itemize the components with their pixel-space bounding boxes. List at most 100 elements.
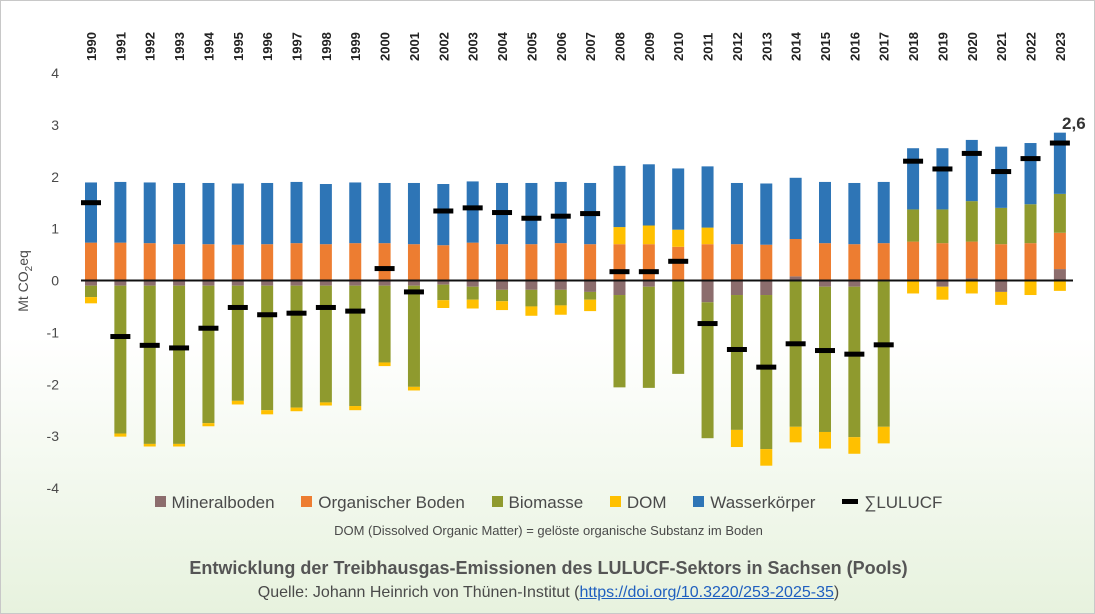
bar-organischer-boden-2022	[1024, 243, 1037, 280]
sum-marker-2005	[521, 215, 542, 221]
y-tick-label: -1	[47, 324, 60, 340]
bar-dom-1998	[319, 402, 332, 406]
bar-wasserk-rper-1990	[85, 182, 97, 243]
bar-biomasse-1998	[319, 285, 332, 403]
legend-marker-lulucf	[842, 499, 859, 505]
x-tick-label: 2009	[642, 32, 657, 61]
bar-organischer-boden-1996	[261, 244, 274, 281]
bar-dom-1992	[143, 443, 156, 447]
y-tick-label: 3	[51, 117, 59, 133]
x-tick-label: 1999	[348, 32, 363, 61]
bar-wasserk-rper-1994	[202, 182, 215, 245]
bar-mineralboden-2009	[642, 280, 655, 287]
bar-mineralboden-2000	[378, 280, 391, 286]
x-tick-label: 2014	[789, 31, 804, 61]
bar-wasserk-rper-2005	[525, 182, 538, 245]
bar-biomasse-2008	[613, 295, 626, 388]
bar-organischer-boden-1993	[173, 244, 186, 281]
sum-marker-2011	[697, 321, 718, 327]
bar-biomasse-2012	[730, 295, 743, 430]
bar-mineralboden-2013	[760, 280, 773, 296]
bar-organischer-boden-2004	[496, 244, 509, 281]
x-tick-label: 1998	[319, 32, 334, 61]
bar-wasserk-rper-2006	[554, 181, 567, 244]
sum-marker-2000	[374, 266, 395, 272]
source-suffix: )	[833, 584, 840, 601]
bar-wasserk-rper-2021	[995, 146, 1008, 208]
bar-organischer-boden-2016	[848, 244, 861, 281]
bar-dom-1997	[290, 407, 303, 412]
legend-label-lulucf: ∑LULUCF	[864, 493, 943, 512]
bar-biomasse-1993	[173, 285, 186, 444]
sum-marker-2021	[991, 169, 1012, 175]
bar-dom-2011	[701, 227, 714, 245]
bar-organischer-boden-2009	[642, 244, 655, 281]
legend-swatch-dom	[609, 496, 621, 508]
bar-organischer-boden-2002	[437, 245, 450, 281]
x-tick-label: 2003	[466, 32, 481, 61]
bar-dom-2005	[525, 306, 538, 316]
bar-mineralboden-1996	[261, 280, 274, 286]
bar-dom-2003	[466, 299, 479, 309]
x-tick-label: 2006	[554, 32, 569, 61]
bar-dom-2007	[584, 299, 597, 312]
y-tick-label: 2	[51, 169, 59, 185]
sum-marker-2022	[1020, 156, 1041, 162]
sum-marker-1999	[345, 308, 366, 314]
bar-dom-1990	[85, 297, 97, 304]
legend-label-dom: DOM	[626, 493, 667, 512]
bar-biomasse-2011	[701, 302, 714, 439]
legend-swatch-wasserkoerper	[693, 496, 705, 508]
bar-organischer-boden-2020	[965, 241, 978, 279]
sum-marker-1994	[198, 325, 219, 331]
sum-marker-1992	[139, 342, 160, 348]
bar-dom-2008	[613, 227, 626, 245]
x-tick-label: 2017	[877, 32, 892, 61]
bar-biomasse-2003	[466, 286, 479, 300]
bar-mineralboden-2020	[965, 278, 978, 281]
sum-marker-2016	[844, 351, 865, 357]
bar-organischer-boden-1999	[349, 243, 362, 281]
legend-item-wasserkoerper: Wasserkörper	[693, 493, 815, 513]
bar-organischer-boden-2013	[760, 244, 773, 281]
x-tick-label: 2012	[730, 32, 745, 61]
sum-marker-2020	[961, 150, 982, 156]
bar-biomasse-1994	[202, 285, 215, 424]
bar-wasserk-rper-2022	[1024, 143, 1037, 205]
legend-item-dom: DOM	[609, 493, 667, 513]
bar-biomasse-2005	[525, 289, 538, 307]
bar-organischer-boden-2021	[995, 244, 1008, 281]
bar-mineralboden-2021	[995, 280, 1008, 292]
x-tick-label: 2016	[847, 32, 862, 61]
bar-biomasse-2023	[1053, 193, 1066, 233]
bar-wasserk-rper-2010	[672, 168, 685, 230]
sum-marker-2013	[756, 364, 777, 370]
bar-dom-2023	[1053, 280, 1066, 291]
bar-mineralboden-2001	[407, 280, 420, 286]
bar-biomasse-2019	[936, 209, 949, 244]
x-tick-label: 1993	[172, 32, 187, 61]
chart-plot: 4 3 2 1 0 -1 -2 -3 -4 Mt CO2eq 1990 1991 1992 1993 199…	[15, 31, 1086, 496]
bar-organischer-boden-2008	[613, 244, 626, 281]
bar-mineralboden-2008	[613, 280, 626, 296]
legend-item-mineralboden: Mineralboden	[154, 493, 275, 513]
legend-label-organischer-boden: Organischer Boden	[318, 493, 465, 512]
bar-wasserk-rper-2001	[407, 182, 420, 245]
bar-mineralboden-2023	[1053, 269, 1066, 281]
y-tick-label: -4	[47, 480, 60, 496]
bar-biomasse-2017	[877, 281, 890, 427]
bar-organischer-boden-2012	[730, 244, 743, 281]
bar-mineralboden-1998	[319, 280, 332, 286]
bar-wasserk-rper-1993	[173, 182, 186, 245]
bar-mineralboden-1993	[173, 280, 186, 286]
chart-note: DOM (Dissolved Organic Matter) = gelöste…	[334, 523, 763, 538]
bar-mineralboden-1994	[202, 280, 215, 286]
bar-dom-2000	[378, 362, 391, 367]
bar-mineralboden-2014	[789, 276, 802, 281]
source-link[interactable]: https://doi.org/10.3220/253-2025-35	[579, 584, 834, 601]
y-tick-label: 4	[51, 65, 59, 81]
bar-dom-2015	[819, 431, 831, 449]
bar-dom-2001	[407, 386, 420, 391]
bar-dom-2019	[936, 286, 949, 300]
sum-marker-1997	[286, 310, 307, 316]
